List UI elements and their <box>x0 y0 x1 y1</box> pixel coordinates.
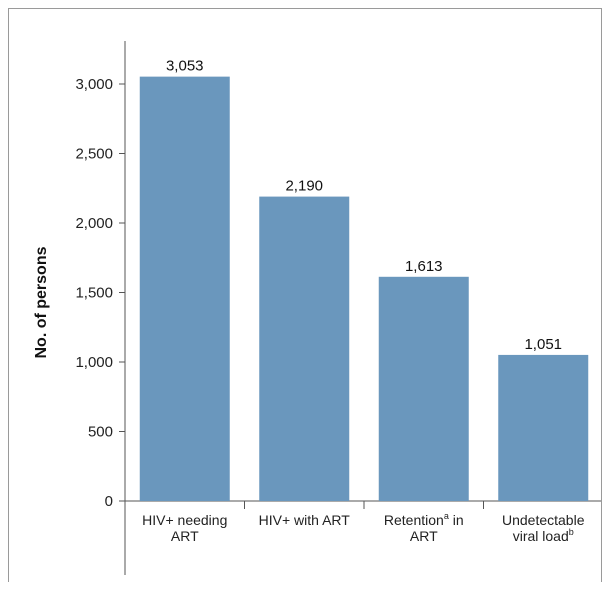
x-category-label: HIV+ needing <box>142 512 227 528</box>
y-tick-label: 0 <box>105 493 113 510</box>
bar <box>259 196 350 501</box>
bar-value-label: 1,051 <box>524 336 562 353</box>
bar <box>139 76 230 502</box>
bar-value-label: 3,053 <box>166 58 204 75</box>
y-tick-label: 2,000 <box>75 215 113 232</box>
x-category-label: Retentiona in <box>384 511 464 528</box>
y-tick-label: 1,000 <box>75 354 113 371</box>
x-category-label: Undetectable <box>502 512 585 528</box>
bar <box>378 276 469 501</box>
bar-chart: 0 500 1,000 1,500 2,000 2,500 3,000 No. of pers… <box>33 41 601 575</box>
y-tick-label: 1,500 <box>75 285 113 302</box>
y-tick-label: 3,000 <box>75 76 113 93</box>
bar <box>498 354 589 501</box>
chart-frame: 0 500 1,000 1,500 2,000 2,500 3,000 No. of pers… <box>8 8 602 582</box>
labels: 0 500 1,000 1,500 2,000 2,500 3,000 No. of pers… <box>33 58 585 544</box>
bar-value-label: 2,190 <box>285 178 323 195</box>
y-tick-label: 500 <box>88 424 113 441</box>
x-category-label: ART <box>171 528 199 544</box>
bars <box>139 76 589 502</box>
x-category-label: ART <box>410 528 438 544</box>
y-tick-label: 2,500 <box>75 146 113 163</box>
bar-value-label: 1,613 <box>405 258 443 275</box>
x-category-label: viral loadb <box>513 527 574 544</box>
y-axis-label: No. of persons <box>33 246 50 358</box>
x-category-label: HIV+ with ART <box>259 512 351 528</box>
